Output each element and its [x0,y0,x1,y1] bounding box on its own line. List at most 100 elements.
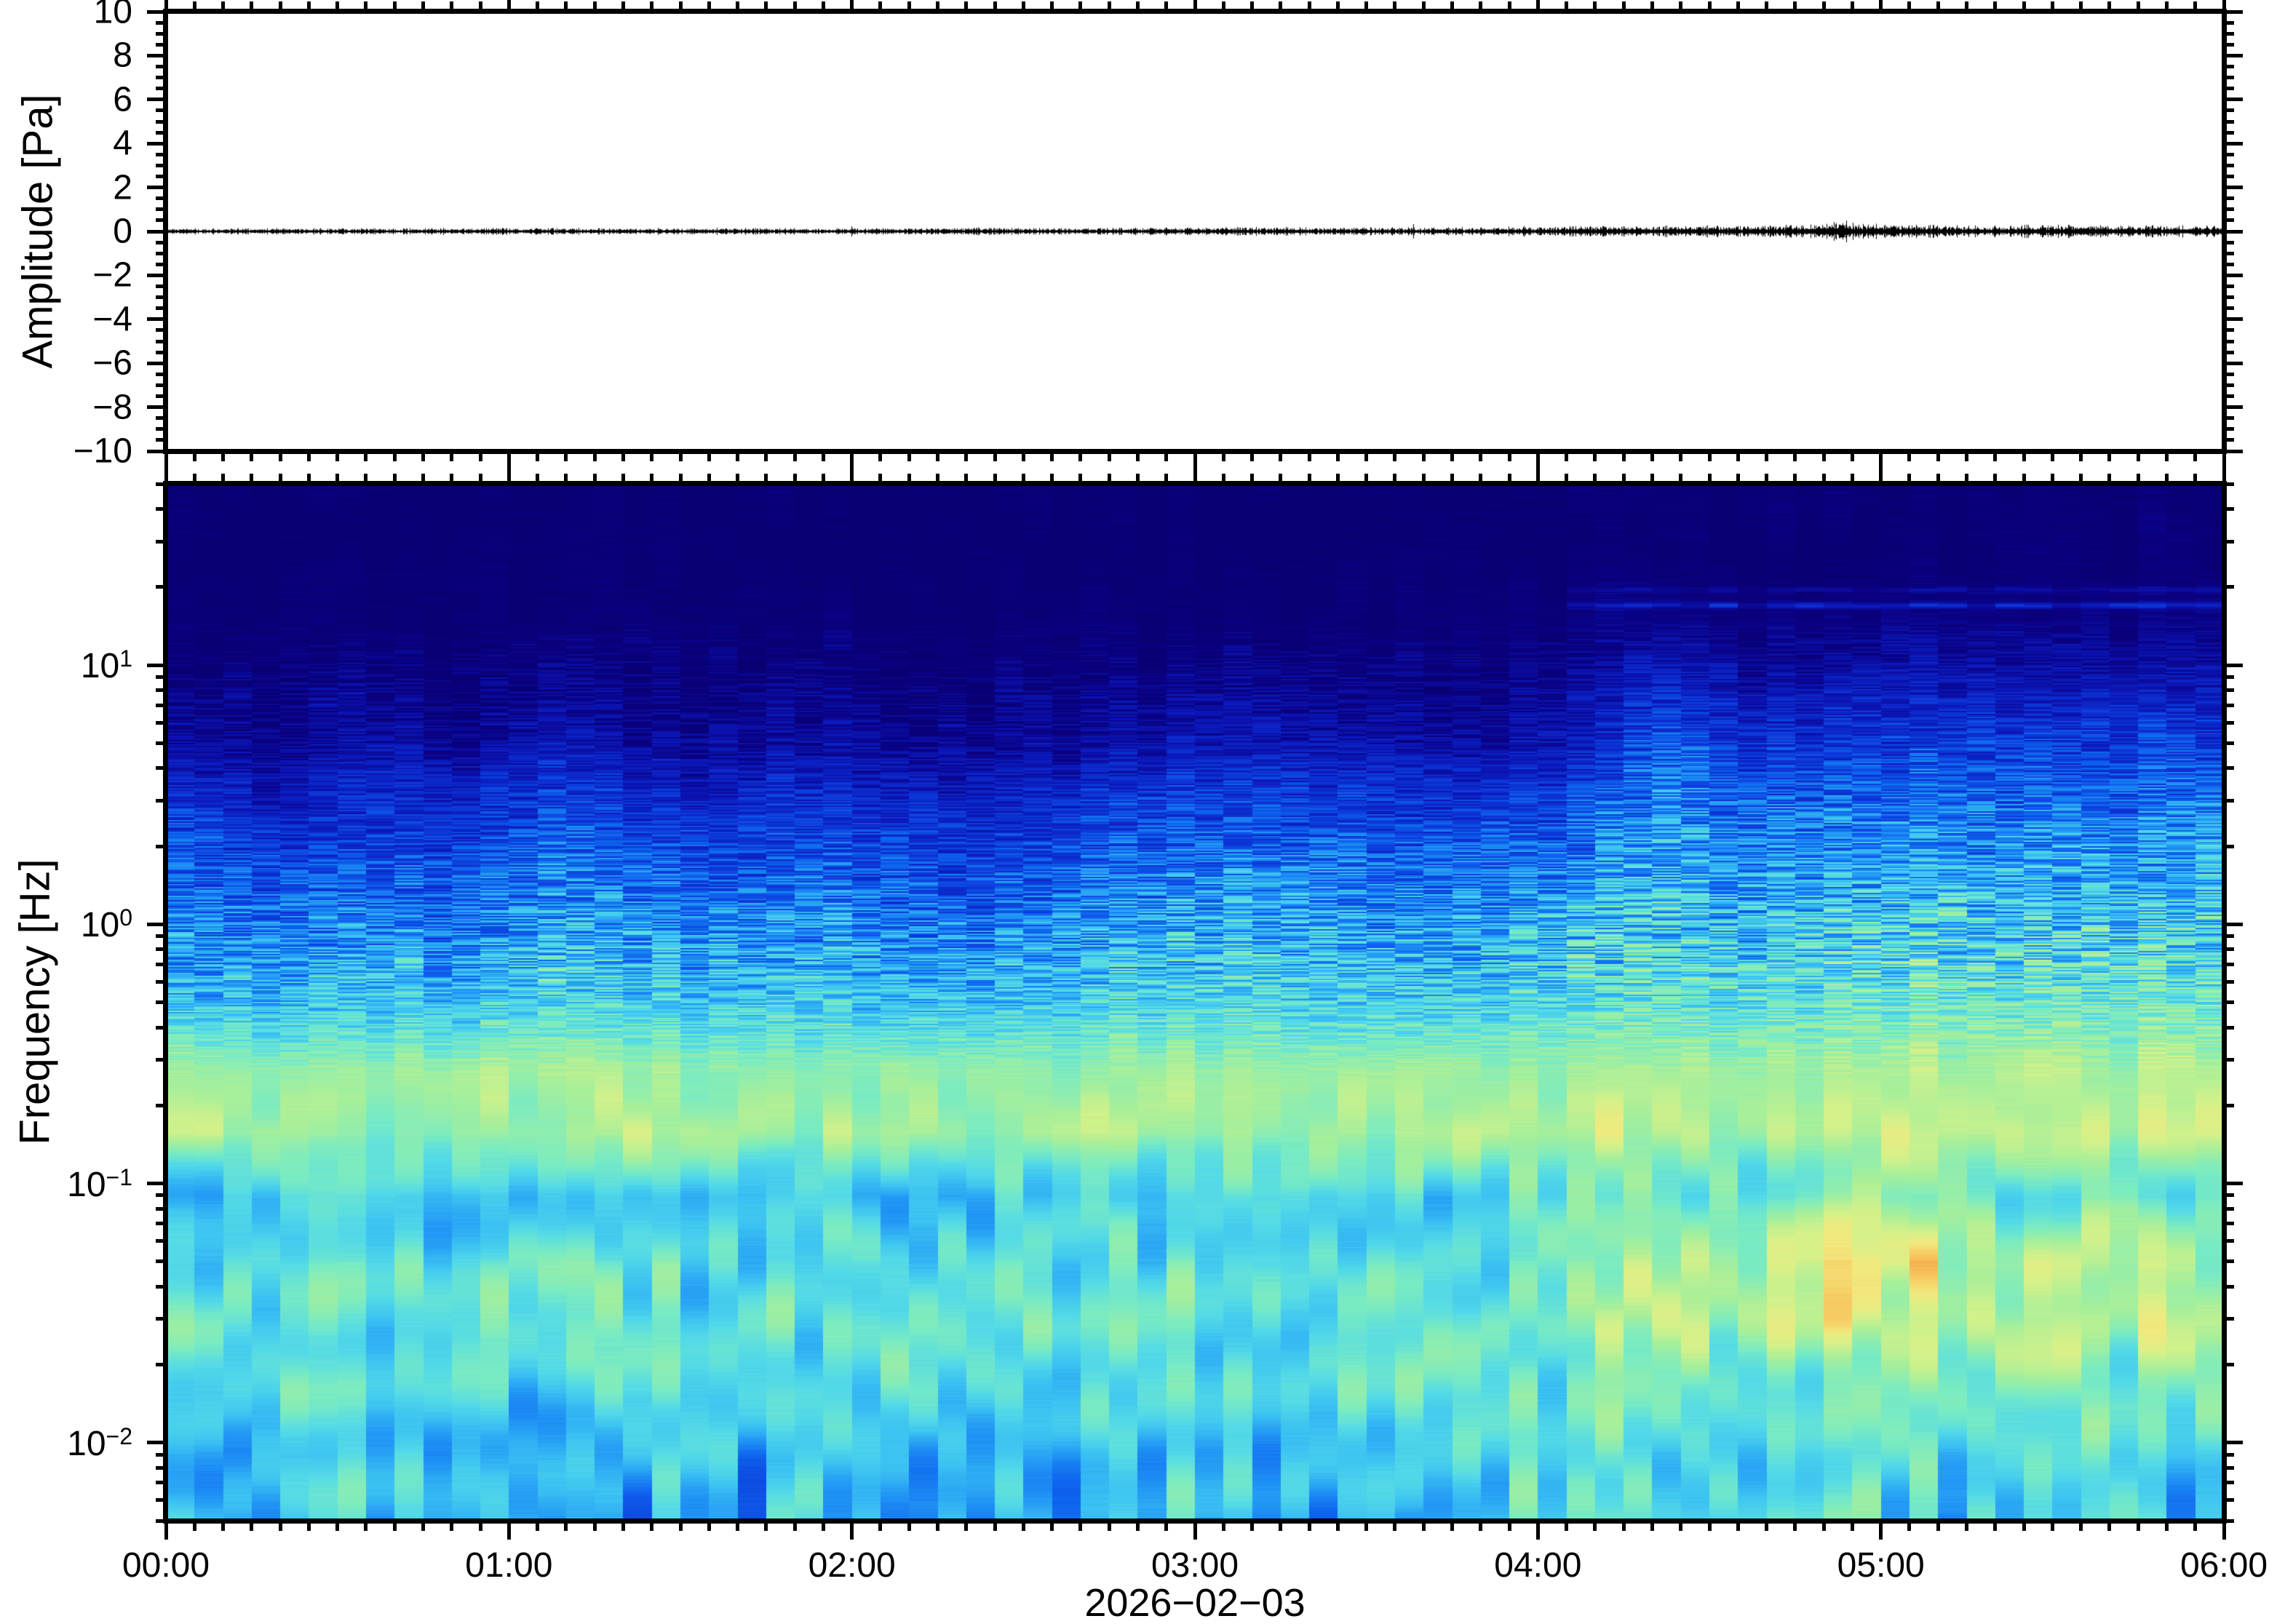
axis-tick [1936,474,1940,484]
axis-tick [1250,474,1255,484]
axis-tick [936,474,939,484]
axis-tick [1621,1521,1626,1531]
axis-tick [2224,1239,2234,1243]
axis-tick [478,1521,482,1531]
axis-tick [156,350,166,354]
axis-tick [1421,451,1426,461]
axis-tick [2224,1441,2243,1445]
axis-tick [2050,474,2054,484]
axis-tick [2224,766,2234,771]
axis-tick [821,1,825,12]
axis-tick [821,474,825,484]
axis-tick [156,720,166,725]
axis-tick [156,1222,166,1226]
axis-tick [2224,186,2243,190]
axis-tick [156,1465,166,1470]
axis-tick [2193,474,2198,484]
axis-tick [156,175,166,178]
axis-tick [1736,451,1740,461]
axis-tick [1421,1521,1426,1531]
axis-tick [1850,451,1854,461]
axis-tick [2224,273,2243,277]
axis-tick [1507,474,1511,484]
axis-tick [2224,1363,2234,1367]
amplitude-tick-label: 10 [93,0,132,31]
axis-tick [156,947,166,952]
axis-tick [993,451,997,461]
axis-tick [2224,922,2243,926]
axis-tick [156,207,166,212]
axis-tick [2224,663,2243,667]
axis-tick [156,65,166,68]
axis-tick [156,585,166,589]
axis-tick [1393,1521,1397,1531]
axis-tick [156,42,166,47]
axis-tick [2224,979,2234,984]
axis-tick [156,196,166,201]
axis-tick [2224,31,2234,36]
amplitude-tick-label: −6 [92,343,132,383]
axis-tick [2224,585,2234,589]
axis-tick [147,317,166,322]
axis-tick [1193,451,1197,470]
axis-tick [306,474,311,484]
axis-tick [1050,1,1054,12]
axis-tick [1679,1521,1683,1531]
axis-tick [1078,451,1083,461]
time-tick-label: 01:00 [465,1546,553,1585]
axis-tick [1021,451,1025,461]
axis-tick [936,451,939,461]
amplitude-tick-label: 4 [113,124,132,163]
amplitude-tick-label: 2 [113,168,132,207]
axis-tick [2224,507,2234,512]
axis-tick [650,451,654,461]
axis-tick [2136,474,2140,484]
axis-tick [2136,1521,2140,1531]
axis-tick [2224,1025,2234,1030]
axis-tick [1593,1,1597,12]
axis-tick [2224,1481,2234,1485]
axis-tick [1193,465,1197,484]
axis-tick [156,130,166,135]
axis-tick [2164,1521,2169,1531]
axis-tick [1479,1,1483,12]
axis-tick [1221,474,1225,484]
axis-tick [764,451,768,461]
axis-tick [364,451,368,461]
axis-tick [564,1521,568,1531]
frequency-tick-label: 100 [80,904,132,945]
time-tick-label: 00:00 [122,1546,210,1585]
axis-tick [821,1521,825,1531]
axis-tick [1250,451,1255,461]
axis-tick [156,1103,166,1107]
axis-tick [1021,1521,1025,1531]
axis-tick [650,1521,654,1531]
axis-tick [2224,539,2234,544]
axis-tick [2224,141,2243,146]
axis-tick [278,474,282,484]
axis-tick [147,405,166,410]
axis-tick [2224,87,2234,91]
axis-tick [907,1521,911,1531]
axis-tick [478,1,482,12]
axis-tick [2224,449,2243,453]
axis-tick [821,451,825,461]
axis-tick [936,1521,939,1531]
axis-tick [506,451,511,470]
axis-tick [335,1521,340,1531]
axis-tick [1593,451,1597,461]
axis-tick [736,1,740,12]
axis-tick [2050,1,2054,12]
axis-tick [450,1521,454,1531]
waveform-trace-canvas [166,12,2224,451]
axis-tick [2224,703,2234,707]
axis-tick [1164,1,1169,12]
axis-tick [792,474,797,484]
axis-tick [621,451,625,461]
axis-tick [1907,474,1912,484]
axis-tick [147,1182,166,1185]
axis-tick [147,922,166,926]
axis-tick [907,1,911,12]
amplitude-tick-label: −8 [92,388,132,427]
axis-tick [1965,1,1968,12]
